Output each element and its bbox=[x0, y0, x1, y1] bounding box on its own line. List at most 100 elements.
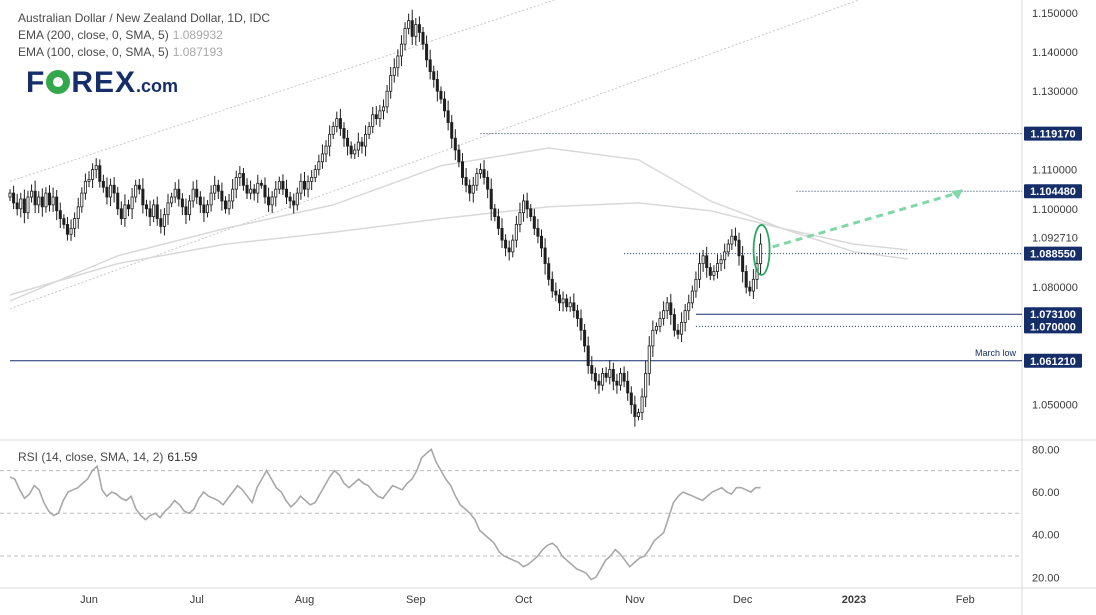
candle-body bbox=[547, 263, 551, 280]
candle bbox=[443, 91, 447, 118]
candle-body bbox=[525, 200, 529, 210]
candle bbox=[30, 184, 34, 203]
candle-body bbox=[76, 206, 80, 219]
candle bbox=[256, 174, 260, 203]
candle-body bbox=[636, 412, 640, 417]
candle bbox=[198, 191, 202, 214]
candle bbox=[55, 189, 59, 221]
candle bbox=[346, 130, 350, 156]
candle bbox=[313, 164, 317, 183]
rsi-tick-label: 80.00 bbox=[1032, 444, 1060, 456]
candle-body bbox=[83, 180, 87, 194]
candle bbox=[676, 324, 680, 340]
candle-body bbox=[231, 188, 235, 202]
candle bbox=[601, 367, 605, 391]
candle bbox=[511, 234, 515, 258]
candle bbox=[708, 262, 712, 281]
candle-body bbox=[396, 55, 400, 69]
candle-body bbox=[360, 141, 364, 147]
candle bbox=[349, 141, 353, 159]
candle bbox=[568, 296, 572, 312]
level-badge-label: 1.088550 bbox=[1030, 249, 1076, 261]
candle-body bbox=[317, 161, 321, 170]
candle bbox=[604, 367, 608, 383]
candle bbox=[539, 229, 544, 257]
candle bbox=[360, 137, 364, 154]
candle-body bbox=[715, 263, 719, 272]
candle-body bbox=[622, 372, 626, 382]
candle-body bbox=[557, 294, 561, 304]
candle-body bbox=[446, 110, 450, 123]
candle bbox=[460, 153, 465, 185]
candle-body bbox=[687, 302, 691, 312]
candle-body bbox=[44, 192, 48, 208]
candle-body bbox=[586, 345, 590, 366]
candle-body bbox=[206, 204, 210, 214]
time-tick-label: 2023 bbox=[842, 594, 866, 606]
time-tick-label: Jun bbox=[80, 594, 98, 606]
candle-body bbox=[414, 24, 418, 37]
candle-body bbox=[539, 235, 544, 249]
candle-body bbox=[288, 196, 292, 202]
candle-body bbox=[259, 182, 263, 186]
candle bbox=[381, 99, 386, 120]
candle bbox=[238, 166, 242, 187]
price-tick-label: 1.130000 bbox=[1032, 86, 1078, 98]
candle bbox=[715, 254, 719, 279]
candle bbox=[148, 200, 152, 227]
candle-body bbox=[87, 178, 91, 182]
candle bbox=[658, 311, 662, 333]
ema100-label: EMA (100, close, 0, SMA, 5) bbox=[18, 45, 169, 59]
candle-body bbox=[209, 192, 213, 206]
candle-body bbox=[493, 208, 497, 218]
candle bbox=[94, 158, 98, 179]
candle bbox=[726, 239, 730, 257]
candle bbox=[608, 360, 612, 385]
candle bbox=[356, 132, 360, 158]
candle-body bbox=[654, 325, 658, 331]
ema100-legend: EMA (100, close, 0, SMA, 5) 1.087193 bbox=[18, 44, 270, 61]
candle-body bbox=[407, 20, 411, 29]
candle bbox=[112, 177, 116, 203]
candle-body bbox=[306, 180, 310, 190]
candle-body bbox=[238, 173, 242, 178]
candle bbox=[629, 386, 633, 414]
candle-body bbox=[148, 208, 152, 218]
candle bbox=[288, 191, 292, 209]
candle bbox=[191, 181, 195, 208]
candle-body bbox=[403, 28, 407, 45]
candle-body bbox=[191, 188, 195, 202]
candle-body bbox=[554, 290, 558, 296]
candle bbox=[536, 218, 540, 244]
candle-body bbox=[392, 67, 396, 76]
time-tick-label: Aug bbox=[295, 594, 315, 606]
candle bbox=[141, 178, 145, 214]
time-tick-label: Oct bbox=[515, 594, 532, 606]
candle-body bbox=[751, 278, 755, 292]
candle-body bbox=[177, 188, 181, 200]
candle-body bbox=[543, 247, 547, 265]
candle-body bbox=[19, 198, 23, 210]
candle bbox=[177, 179, 181, 207]
candle-body bbox=[159, 218, 163, 227]
candle bbox=[159, 209, 163, 234]
candle bbox=[231, 179, 235, 209]
candle bbox=[119, 201, 123, 225]
candle bbox=[249, 180, 253, 200]
candle bbox=[152, 199, 156, 223]
candle bbox=[274, 180, 278, 207]
candle-body bbox=[188, 200, 192, 216]
ema100-value: 1.087193 bbox=[172, 45, 223, 59]
candle bbox=[435, 70, 439, 102]
candle-body bbox=[202, 204, 206, 214]
time-tick-label: Feb bbox=[956, 594, 975, 606]
candle-body bbox=[489, 188, 493, 210]
candle bbox=[19, 192, 23, 218]
candle-body bbox=[561, 298, 565, 304]
candle-body bbox=[367, 126, 371, 135]
candle-body bbox=[12, 192, 16, 204]
candle bbox=[396, 49, 400, 77]
level-badge-label: 1.061210 bbox=[1030, 356, 1076, 368]
price-tick-label: 1.080000 bbox=[1032, 282, 1078, 294]
